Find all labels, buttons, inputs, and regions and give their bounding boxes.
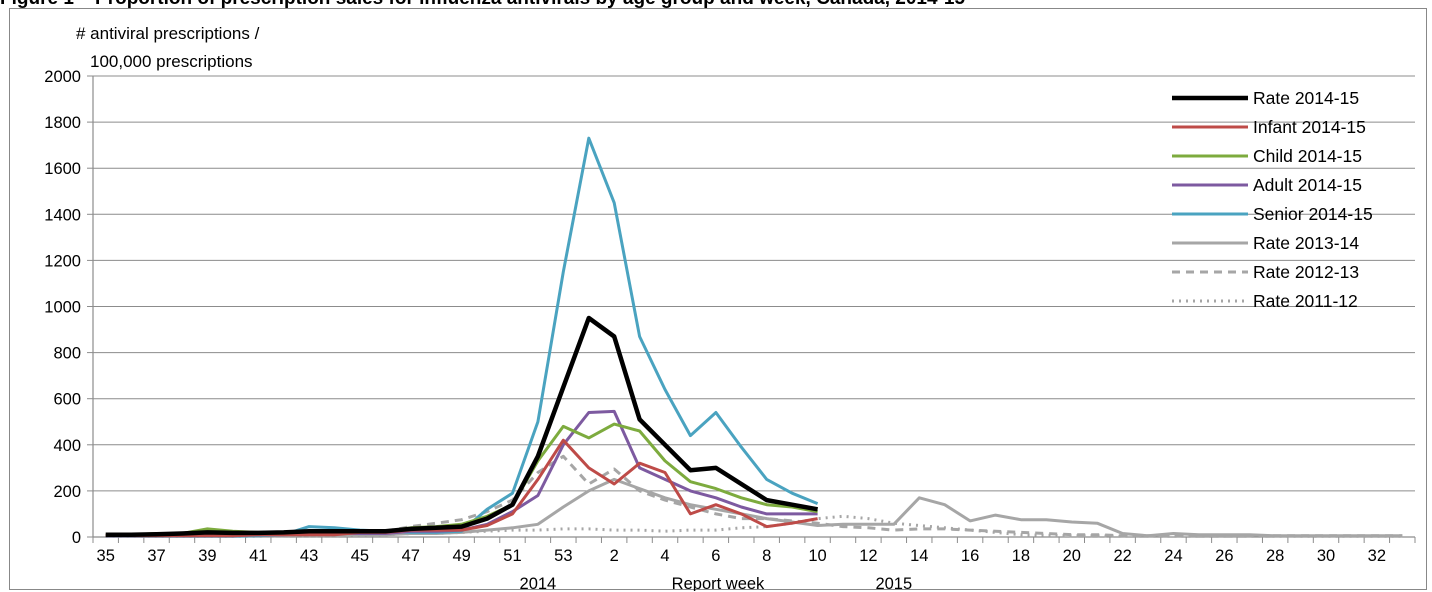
y-tick-label: 1800 xyxy=(44,114,81,132)
legend-label-adult-2014-15: Adult 2014-15 xyxy=(1253,175,1362,195)
x-tick-label: 30 xyxy=(1317,547,1335,565)
x-tick-label: 49 xyxy=(452,547,470,565)
x-tick-label: 8 xyxy=(762,547,771,565)
series-lines xyxy=(105,136,1403,538)
x-axis-ticks: 35 37 39 41 43 45 47 49 51 53 2 4 6 8 10 12 14 16 18 20 22 24… xyxy=(92,537,1416,565)
x-tick-label: 18 xyxy=(1012,547,1030,565)
series-line-rate-2012-13 xyxy=(105,454,1403,538)
x-tick-label: 39 xyxy=(198,547,216,565)
legend-label-rate-2012-13: Rate 2012-13 xyxy=(1253,262,1359,282)
x-tick-label: 51 xyxy=(503,547,521,565)
legend-label-rate-2011-12: Rate 2011-12 xyxy=(1253,291,1358,311)
x-tick-label: 28 xyxy=(1266,547,1284,565)
x-tick-label: 26 xyxy=(1215,547,1233,565)
y-tick-label: 1600 xyxy=(44,160,81,178)
y-axis-label-line-1: # antiviral prescriptions / xyxy=(76,24,260,43)
y-tick-label: 1400 xyxy=(44,206,81,224)
legend-label-senior-2014-15: Senior 2014-15 xyxy=(1253,204,1373,224)
series-line-senior-2014-15 xyxy=(105,136,819,538)
series-line-rate-2014-15 xyxy=(105,315,818,537)
y-axis-label-line-2: 100,000 prescriptions xyxy=(90,52,253,71)
y-axis-ticks: 0 200 400 600 800 1000 1200 1400 1600 1800 2000 xyxy=(44,68,93,547)
legend-label-child-2014-15: Child 2014-15 xyxy=(1253,146,1362,166)
x-tick-label: 35 xyxy=(97,547,115,565)
x-tick-label: 14 xyxy=(910,547,928,565)
x-tick-label: 53 xyxy=(554,547,572,565)
year-label-2014: 2014 xyxy=(520,575,557,591)
x-tick-label: 41 xyxy=(249,547,267,565)
x-axis-label: Report week xyxy=(672,575,765,591)
y-tick-label: 1200 xyxy=(44,252,81,270)
x-tick-label: 12 xyxy=(859,547,877,565)
x-tick-label: 4 xyxy=(660,547,669,565)
y-tick-label: 600 xyxy=(53,391,81,409)
y-tick-label: 400 xyxy=(53,437,81,455)
year-label-2015: 2015 xyxy=(875,575,912,591)
legend-label-rate-2014-15: Rate 2014-15 xyxy=(1253,88,1359,108)
x-tick-label: 2 xyxy=(610,547,619,565)
legend-label-infant-2014-15: Infant 2014-15 xyxy=(1253,117,1366,137)
legend-label-rate-2013-14: Rate 2013-14 xyxy=(1253,233,1359,253)
series-line-adult-2014-15 xyxy=(105,409,818,538)
line-chart: 0 200 400 600 800 1000 1200 1400 1600 1800 2000 35… xyxy=(44,24,1416,591)
gridlines xyxy=(93,75,1415,492)
y-tick-label: 2000 xyxy=(44,68,81,86)
figure-title: Figure 1 – Proportion of prescription sa… xyxy=(0,0,1432,10)
y-tick-label: 1000 xyxy=(44,299,81,317)
chart-frame: 0 200 400 600 800 1000 1200 1400 1600 1800 2000 35… xyxy=(9,8,1427,591)
x-tick-label: 43 xyxy=(300,547,318,565)
y-tick-label: 800 xyxy=(53,345,81,363)
x-tick-label: 10 xyxy=(808,547,826,565)
y-tick-label: 200 xyxy=(53,483,81,501)
x-tick-label: 32 xyxy=(1368,547,1386,565)
y-tick-label: 0 xyxy=(72,529,81,547)
legend: Rate 2014-15 Infant 2014-15 Child 2014-15 A… xyxy=(1172,88,1373,311)
x-tick-label: 37 xyxy=(147,547,165,565)
x-tick-label: 22 xyxy=(1113,547,1131,565)
x-tick-label: 24 xyxy=(1164,547,1182,565)
x-tick-label: 6 xyxy=(711,547,720,565)
x-tick-label: 16 xyxy=(961,547,979,565)
x-tick-label: 47 xyxy=(402,547,420,565)
x-tick-label: 45 xyxy=(351,547,369,565)
x-tick-label: 20 xyxy=(1063,547,1081,565)
series-line-infant-2014-15 xyxy=(105,438,818,538)
series-line-rate-2013-14 xyxy=(105,477,1403,538)
